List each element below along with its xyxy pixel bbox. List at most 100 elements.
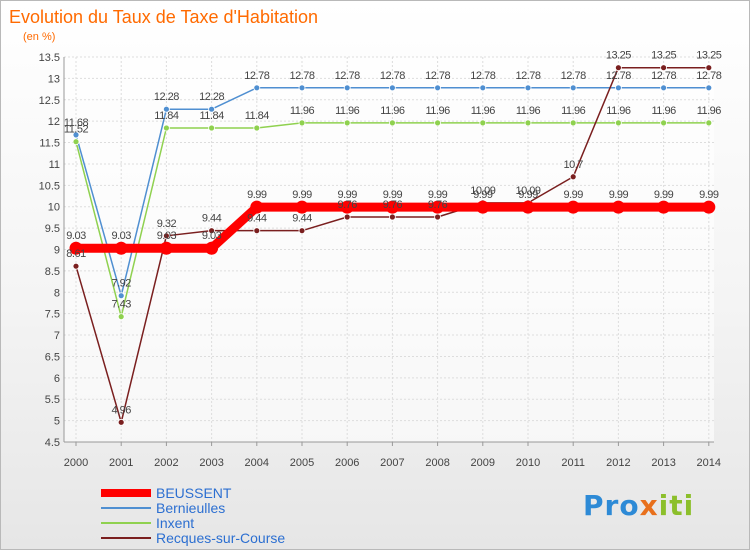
- data-label: 11.68: [64, 117, 89, 129]
- y-tick-label: 12: [48, 116, 60, 128]
- data-point: [205, 241, 219, 255]
- legend-swatch: [101, 506, 151, 509]
- data-label: 9.44: [202, 213, 222, 225]
- data-label: 12.78: [561, 70, 586, 82]
- y-tick-label: 10: [48, 202, 60, 214]
- legend-label: Inxent: [156, 514, 195, 531]
- legend: BEUSSENT Bernieulles Inxent Recques-sur-Cou…: [101, 485, 286, 546]
- x-tick-label: 2008: [425, 457, 449, 469]
- x-tick-label: 2014: [697, 457, 721, 469]
- data-label: 9.99: [563, 189, 583, 201]
- data-point: [434, 119, 442, 127]
- data-label: 12.28: [199, 91, 224, 103]
- data-point: [343, 213, 351, 221]
- data-point: [114, 241, 128, 255]
- data-label: 9.99: [699, 189, 719, 201]
- y-tick-label: 5.5: [45, 394, 60, 406]
- data-label: 9.99: [518, 189, 538, 201]
- legend-item: Recques-sur-Course: [101, 529, 286, 546]
- legend-swatch: [101, 536, 151, 539]
- y-tick-label: 9.5: [45, 223, 60, 235]
- data-point: [298, 84, 306, 92]
- y-tick-label: 13.5: [39, 52, 60, 64]
- data-label: 11.96: [697, 105, 722, 117]
- chart-unit: (en %): [23, 31, 56, 43]
- logo-part-1: Pro: [583, 489, 640, 522]
- data-label: 9.76: [383, 199, 403, 211]
- data-point: [253, 84, 261, 92]
- data-point: [569, 119, 577, 127]
- legend-swatch: [101, 521, 151, 524]
- data-point: [657, 200, 671, 214]
- data-point: [705, 64, 713, 72]
- data-label: 11.84: [245, 110, 270, 122]
- legend-label: Bernieulles: [156, 499, 226, 516]
- data-point: [431, 200, 445, 214]
- data-label: 11.96: [651, 105, 676, 117]
- data-point: [566, 200, 580, 214]
- y-tick-label: 8.5: [45, 266, 60, 278]
- data-point: [524, 84, 532, 92]
- data-point: [524, 119, 532, 127]
- x-tick-label: 2011: [561, 457, 585, 469]
- proxiti-logo: Proxiti: [583, 489, 694, 522]
- data-label: 11.96: [425, 105, 450, 117]
- y-tick-label: 7.5: [45, 309, 60, 321]
- y-tick-label: 7: [54, 330, 60, 342]
- data-label: 12.28: [154, 91, 179, 103]
- data-label: 9.76: [337, 199, 357, 211]
- data-label: 12.78: [696, 70, 721, 82]
- y-tick-label: 11.5: [39, 138, 60, 150]
- data-point: [162, 105, 170, 113]
- logo-part-3: iti: [658, 489, 695, 522]
- data-label: 9.44: [247, 213, 267, 225]
- data-label: 4.96: [111, 404, 131, 416]
- data-point: [434, 213, 442, 221]
- data-point: [702, 200, 716, 214]
- data-label: 12.78: [425, 70, 450, 82]
- data-label: 11.96: [516, 105, 541, 117]
- data-point: [208, 227, 216, 235]
- data-point: [476, 200, 490, 214]
- data-point: [162, 232, 170, 240]
- y-tick-label: 13: [48, 73, 60, 85]
- data-label: 9.03: [202, 230, 222, 242]
- data-label: 12.78: [470, 70, 495, 82]
- data-label: 13.25: [606, 50, 631, 62]
- data-label: 11.52: [64, 124, 89, 136]
- y-tick-label: 6.5: [45, 351, 60, 363]
- data-point: [72, 138, 80, 146]
- x-tick-label: 2012: [606, 457, 630, 469]
- data-point: [117, 292, 125, 300]
- data-label: 9.99: [609, 189, 629, 201]
- data-point: [340, 200, 354, 214]
- data-label: 9.44: [292, 213, 312, 225]
- data-label: 9.99: [383, 189, 403, 201]
- data-label: 11.84: [154, 110, 179, 122]
- data-label: 9.99: [337, 189, 357, 201]
- data-point: [117, 418, 125, 426]
- data-point: [208, 124, 216, 132]
- x-tick-label: 2003: [199, 457, 223, 469]
- data-label: 11.96: [290, 105, 315, 117]
- data-point: [250, 200, 264, 214]
- data-point: [253, 124, 261, 132]
- data-point: [660, 119, 667, 127]
- y-tick-label: 5: [54, 416, 60, 428]
- data-point: [295, 200, 309, 214]
- y-tick-label: 6: [54, 373, 60, 385]
- data-point: [705, 84, 713, 92]
- legend-label: Recques-sur-Course: [156, 529, 286, 546]
- y-tick-label: 9: [54, 245, 60, 257]
- data-point: [343, 119, 351, 127]
- data-point: [611, 200, 625, 214]
- data-label: 12.78: [244, 70, 269, 82]
- data-point: [253, 227, 261, 235]
- x-tick-label: 2009: [471, 457, 495, 469]
- data-point: [388, 84, 396, 92]
- y-tick-label: 8: [54, 287, 60, 299]
- legend-item: Bernieulles: [101, 499, 285, 516]
- y-tick-label: 12.5: [39, 95, 60, 107]
